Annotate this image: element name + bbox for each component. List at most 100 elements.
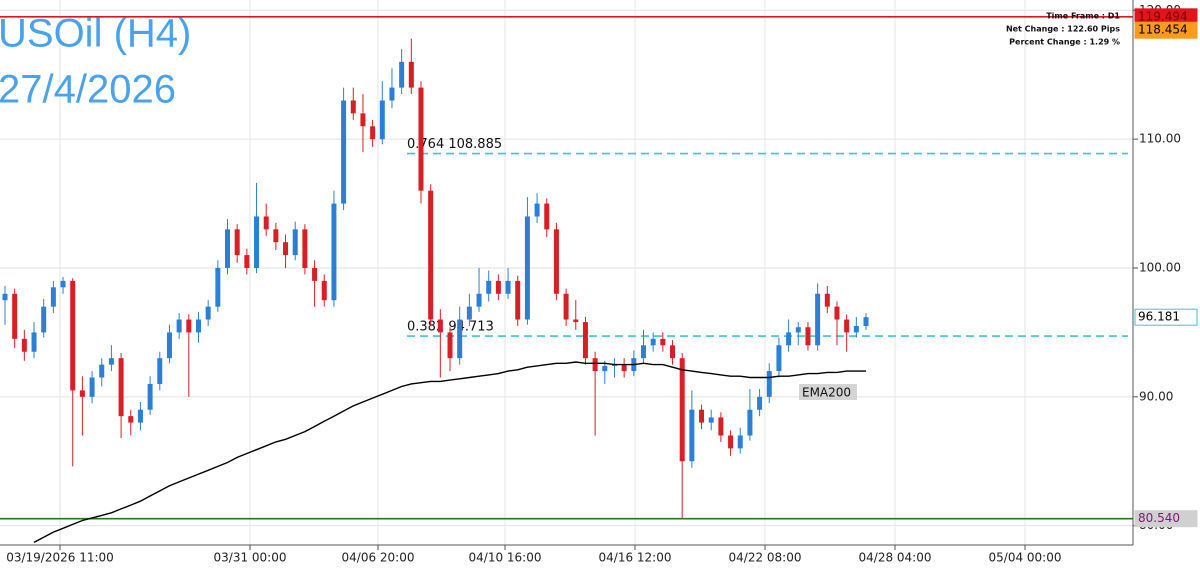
candle-body [563, 293, 569, 320]
candle-body [728, 435, 734, 449]
candle-body [515, 280, 521, 320]
candle-body [689, 409, 695, 462]
ema-label-bg [799, 384, 857, 400]
candle-body [699, 409, 705, 423]
candle-body [379, 100, 385, 140]
candle-body [428, 190, 434, 320]
candle-body [640, 345, 646, 359]
candle-body [399, 61, 405, 88]
candle-body [834, 306, 840, 320]
candle-body [370, 126, 376, 140]
candle-body [660, 338, 666, 346]
candle-body [31, 332, 37, 352]
candle-body [466, 306, 472, 320]
candle-body [418, 87, 424, 191]
candle-body [254, 216, 260, 268]
candle-body [815, 293, 821, 346]
candle-body [679, 358, 685, 462]
candle-body [166, 332, 172, 359]
candle-body [360, 113, 366, 127]
candle-body [718, 417, 724, 436]
candle-body [708, 417, 714, 423]
candle-body [495, 280, 501, 294]
candle-body [70, 280, 76, 391]
candle-body [292, 229, 298, 256]
candle-body [795, 327, 801, 333]
candle-body [263, 216, 269, 230]
candle-body [50, 287, 56, 307]
candle-body [670, 345, 676, 359]
candle-body [79, 390, 85, 397]
candle-body [331, 203, 337, 301]
chart-title: USOil (H4) [0, 12, 191, 56]
x-tick-label: 04/28 04:00 [859, 551, 932, 565]
candle-body [776, 345, 782, 372]
candle-body [408, 61, 414, 88]
candle-body [350, 100, 356, 114]
candle-body [747, 409, 753, 436]
candle-body [21, 338, 27, 352]
candle-body [234, 229, 240, 256]
candle-body [544, 203, 550, 230]
plot-area: 0.764 108.885 0.382 94.713 EMA200 [0, 16, 1133, 544]
ema-label: EMA200 [802, 386, 851, 400]
info-text: Percent Change : 1.29 % [1009, 38, 1120, 47]
candle-body [476, 293, 482, 307]
candle-body [505, 280, 511, 294]
fib-label: 0.382 94.713 [407, 320, 494, 335]
candle-body [582, 322, 588, 359]
candle-body [524, 216, 530, 320]
candle-body [186, 319, 192, 333]
y-tick-label: 90.00 [1139, 389, 1173, 403]
x-tick-label: 03/19/2026 11:00 [6, 551, 114, 565]
candle-body [853, 325, 859, 333]
candle-body [824, 293, 830, 307]
candle-body [195, 319, 201, 333]
candle-body [737, 435, 743, 449]
candle-body [273, 229, 279, 243]
candle-body [312, 267, 318, 281]
candle-body [302, 229, 308, 268]
candle-body [457, 319, 463, 359]
price-label: 80.540 [1138, 511, 1180, 525]
candle-body [621, 364, 627, 372]
x-tick-label: 04/10 16:00 [469, 551, 542, 565]
chart-subtitle: 27/4/2026 [0, 68, 176, 112]
candle-body [863, 317, 869, 326]
info-text: Net Change : 122.60 Pips [1006, 25, 1120, 34]
candle-body [2, 293, 8, 301]
candle-body [176, 319, 182, 333]
candle-body [844, 319, 850, 333]
candle-body [805, 327, 811, 346]
candle-body [118, 358, 124, 417]
candle-body [60, 280, 66, 288]
candle-body [650, 338, 656, 346]
candle-body [602, 365, 608, 372]
price-label: 118.454 [1138, 23, 1188, 37]
candle-body [244, 255, 250, 268]
candle-body [573, 319, 579, 323]
candle-body [12, 293, 18, 339]
candle-body [321, 280, 327, 301]
candle-body [99, 364, 105, 378]
candle-body [757, 396, 763, 410]
x-tick-label: 05/04 00:00 [989, 551, 1062, 565]
info-box: Time Frame : D1 Net Change : 122.60 Pips… [1006, 12, 1120, 47]
price-label: 96.181 [1138, 310, 1180, 324]
candle-body [592, 358, 598, 372]
candle-body [137, 409, 143, 423]
candle-body [389, 87, 395, 101]
price-label: 119.494 [1138, 9, 1188, 23]
y-tick-label: 110.00 [1139, 132, 1181, 146]
candle-body [215, 267, 221, 307]
candle-body [766, 371, 772, 397]
candle-body [534, 203, 540, 217]
x-tick-label: 04/16 12:00 [599, 551, 672, 565]
candle-body [437, 319, 443, 333]
candle-body [486, 280, 492, 294]
price-label-bg [1134, 308, 1198, 326]
